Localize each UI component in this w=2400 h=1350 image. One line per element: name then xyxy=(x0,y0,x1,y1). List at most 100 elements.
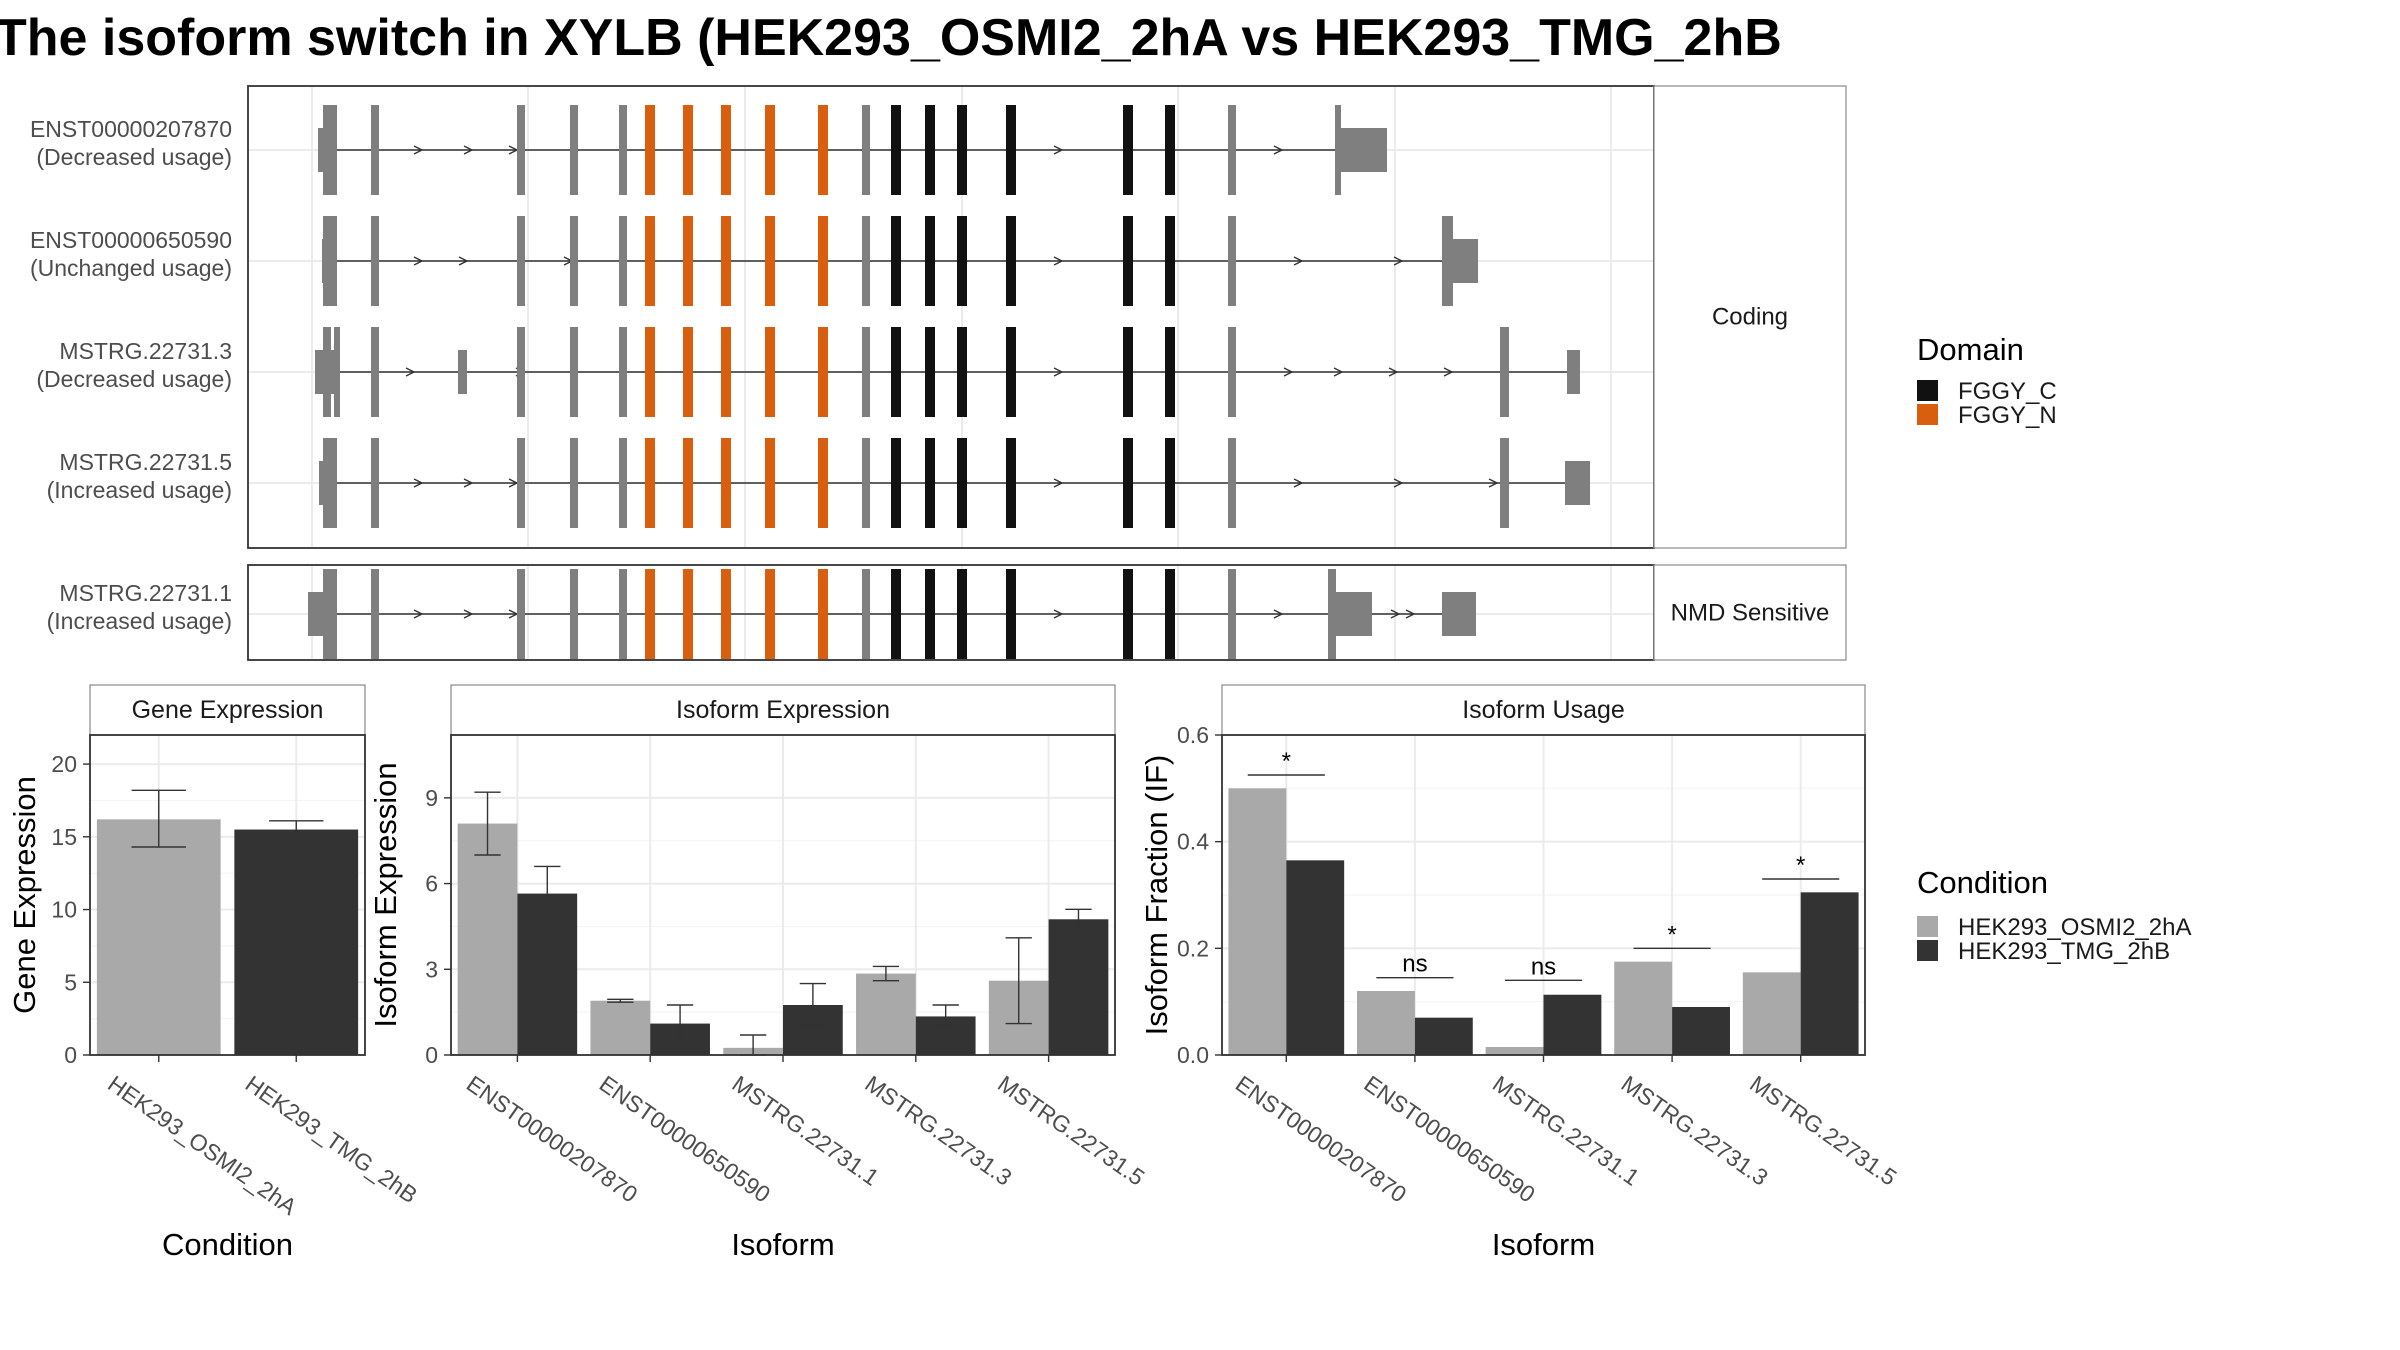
exon-cds xyxy=(1500,327,1509,417)
exon-cds xyxy=(570,569,578,659)
transcript-structure-section: Coding NMD Sensitive ENST00000207870 (De… xyxy=(30,85,1847,661)
exon-cds xyxy=(517,569,525,659)
exon-cds xyxy=(1442,216,1453,306)
isoform-expression-chart: Isoform Expression0369ENST00000207870ENS… xyxy=(368,684,1149,1262)
bar xyxy=(1800,892,1859,1055)
bar xyxy=(1357,991,1415,1055)
panel-border xyxy=(89,734,366,1056)
exon-fggy-n xyxy=(683,327,693,417)
exon-fggy-c xyxy=(891,569,901,659)
exon-fggy-n xyxy=(818,216,828,306)
y-tick-label: 0 xyxy=(64,1042,77,1068)
exon-fggy-n xyxy=(765,216,775,306)
exon-utr xyxy=(1567,350,1580,394)
exon-fggy-c xyxy=(957,216,967,306)
intron-arrow xyxy=(1053,145,1064,155)
legend-label-fggy-c: FGGY_C xyxy=(1958,378,2057,405)
exon-fggy-c xyxy=(1165,438,1175,528)
exon-cds xyxy=(323,216,331,306)
exon-cds xyxy=(331,105,337,195)
exon-cds xyxy=(323,327,331,417)
exon-fggy-n xyxy=(765,438,775,528)
exon-cds xyxy=(619,105,627,195)
legend-label-osmi2: HEK293_OSMI2_2hA xyxy=(1958,914,2191,941)
exon-fggy-c xyxy=(1123,216,1133,306)
exon-cds xyxy=(517,438,525,528)
gene-expression-chart: Gene Expression05101520HEK293_OSMI2_2hAH… xyxy=(7,684,422,1262)
exon-cds xyxy=(1335,105,1341,195)
coding-strip xyxy=(1653,85,1847,549)
condition-legend: Condition HEK293_OSMI2_2hA HEK293_TMG_2h… xyxy=(1917,865,2191,965)
exon-fggy-n xyxy=(818,438,828,528)
intron-arrow xyxy=(413,256,424,266)
transcript-id-label: ENST00000207870 xyxy=(30,116,232,142)
exon-cds xyxy=(1228,569,1236,659)
bar xyxy=(96,819,221,1055)
bar xyxy=(1614,961,1673,1055)
x-axis-label: Isoform xyxy=(731,1227,834,1262)
exon-cds xyxy=(862,438,870,528)
y-tick-label: 0.4 xyxy=(1177,829,1209,855)
exon-utr xyxy=(1341,128,1387,172)
y-tick-label: 0.6 xyxy=(1177,722,1209,748)
intron-arrow xyxy=(1053,256,1064,266)
nmd-panel xyxy=(247,564,1655,661)
exon-fggy-n xyxy=(765,569,775,659)
exon-fggy-c xyxy=(1123,327,1133,417)
y-tick-label: 9 xyxy=(425,785,438,811)
exon-fggy-c xyxy=(925,105,935,195)
exon-fggy-n xyxy=(683,105,693,195)
intron-arrow xyxy=(1443,367,1454,377)
exon-fggy-n xyxy=(818,327,828,417)
transcript-id-label: MSTRG.22731.3 xyxy=(59,338,232,364)
exon-cds xyxy=(517,105,525,195)
legend-label-fggy-n: FGGY_N xyxy=(1958,402,2057,429)
bar xyxy=(856,973,916,1055)
intron-arrow xyxy=(413,478,424,488)
exon-fggy-n xyxy=(721,569,731,659)
intron-arrow xyxy=(463,145,474,155)
exon-cds xyxy=(570,438,578,528)
significance-label: ns xyxy=(1402,951,1427,978)
intron-arrow xyxy=(405,367,416,377)
bar xyxy=(1543,994,1602,1055)
exon-fggy-n xyxy=(645,438,655,528)
intron-arrow xyxy=(1405,609,1416,619)
exon-fggy-c xyxy=(957,438,967,528)
exon-cds xyxy=(1500,438,1509,528)
panel-title: Isoform Usage xyxy=(1462,696,1625,724)
intron-arrow xyxy=(463,478,474,488)
exon-fggy-c xyxy=(1006,569,1016,659)
y-tick-label: 3 xyxy=(425,956,438,982)
legend-label-tmg: HEK293_TMG_2hB xyxy=(1958,938,2170,965)
exon-fggy-c xyxy=(1006,105,1016,195)
exon-fggy-n xyxy=(721,327,731,417)
exon-fggy-n xyxy=(683,216,693,306)
coding-strip-label: Coding xyxy=(1712,304,1788,331)
panel-title: Gene Expression xyxy=(132,696,324,724)
legend-swatch-tmg xyxy=(1917,940,1938,961)
exon-fggy-n xyxy=(721,216,731,306)
exon-cds xyxy=(323,569,331,659)
exon-cds xyxy=(862,569,870,659)
x-axis-label: Condition xyxy=(162,1227,293,1262)
x-tick-label: MSTRG.22731.3 xyxy=(860,1070,1016,1190)
exon-utr xyxy=(1442,592,1476,636)
significance-label: * xyxy=(1796,852,1805,879)
exon-fggy-c xyxy=(925,216,935,306)
transcript-tracks xyxy=(308,105,1590,659)
exon-fggy-n xyxy=(721,105,731,195)
exon-fggy-c xyxy=(891,105,901,195)
x-tick-label: MSTRG.22731.5 xyxy=(993,1070,1149,1190)
transcript-status-label: (Decreased usage) xyxy=(36,366,232,392)
x-axis-label: Isoform xyxy=(1492,1227,1595,1262)
intron-arrow xyxy=(1388,367,1399,377)
bar xyxy=(1672,1007,1730,1055)
exon-cds xyxy=(323,105,331,195)
exon-cds xyxy=(1228,216,1236,306)
bar xyxy=(1414,1017,1473,1055)
intron-arrow xyxy=(413,609,424,619)
legend-swatch-osmi2 xyxy=(1917,916,1938,937)
y-axis-label: Gene Expression xyxy=(7,776,42,1014)
